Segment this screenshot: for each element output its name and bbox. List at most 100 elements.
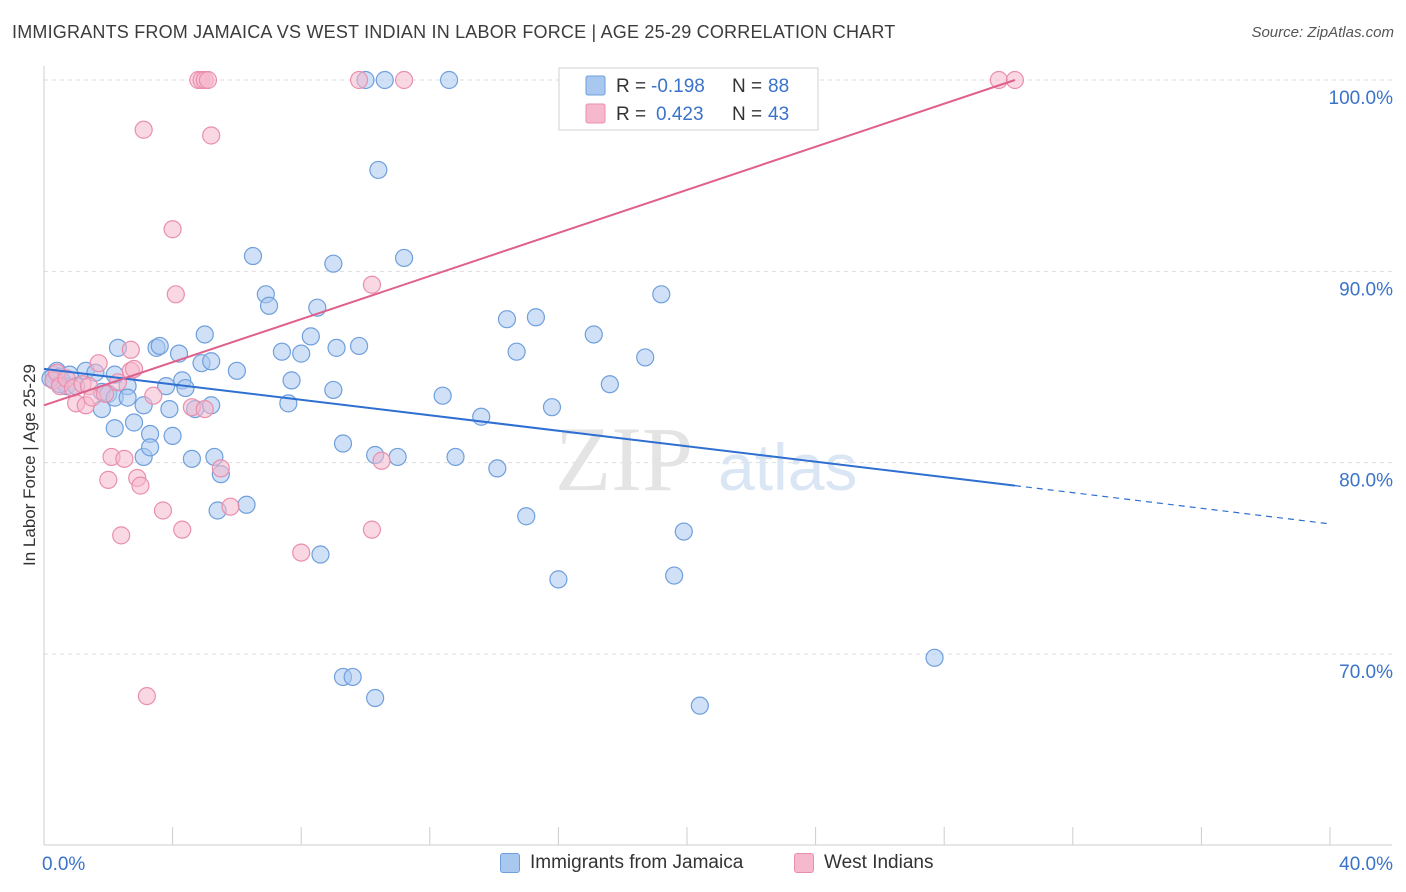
jamaica-point-69 [439,70,459,90]
jamaica-point-55 [324,254,343,273]
y-axis-label: In Labor Force | Age 25-29 [20,364,39,566]
series-west-indians-points [44,70,1025,706]
west-indians-point-25 [153,501,173,520]
west-indians-point-18 [121,340,140,359]
series-jamaica-points [41,70,944,715]
west-indians-point-23 [144,386,163,405]
west-indians-point-34 [198,70,218,90]
trendline-west-indians [43,79,1016,407]
jamaica-point-29 [160,399,179,419]
x-tick-label-0: 0.0% [42,854,85,875]
axes [43,66,1392,846]
jamaica-point-52 [301,327,320,346]
y-tick-labels: 70.0% 80.0% 90.0% 100.0% [1329,88,1394,683]
watermark-zip: ZIP [555,408,693,510]
jamaica-point-71 [446,447,465,467]
jamaica-point-27 [150,336,169,356]
jamaica-point-30 [163,426,182,445]
jamaica-point-21 [124,413,144,432]
jamaica-point-48 [272,342,292,361]
jamaica-point-86 [690,696,709,715]
jamaica-point-45 [243,246,263,266]
west-indians-point-40 [362,275,382,294]
stats-legend: R = -0.198 N = 88 R = 0.423 N = 43 [558,67,819,131]
jamaica-point-70 [433,386,452,405]
west-indians-point-22 [134,120,153,139]
west-indians-point-15 [112,526,131,545]
jamaica-point-58 [333,434,353,453]
jamaica-point-65 [369,160,388,180]
source-credit: Source: ZipAtlas.com [1251,24,1394,41]
legend-swatch-blue [585,75,606,96]
west-indians-point-24 [137,686,156,706]
jamaica-point-76 [517,507,536,526]
west-indians-point-43 [394,70,414,90]
jamaica-point-83 [652,285,671,304]
jamaica-point-43 [227,361,246,380]
y-tick-label-70: 70.0% [1339,662,1393,683]
trendline-jamaica-extension [1014,485,1331,525]
gridlines [44,79,1392,655]
west-indians-point-12 [99,470,118,489]
jamaica-point-81 [600,375,619,394]
west-indians-point-39 [349,70,369,90]
legend-swatch-pink [585,103,606,124]
legend-r-value-2: 0.423 [656,104,704,125]
jamaica-point-67 [394,248,414,268]
jamaica-point-57 [324,380,343,400]
jamaica-point-28 [157,377,176,396]
watermark: ZIP atlas [555,408,857,510]
west-indians-point-26 [163,220,182,239]
jamaica-point-73 [488,459,507,478]
trendline-jamaica [43,367,1016,487]
jamaica-point-61 [349,336,369,356]
bottom-legend: Immigrants from Jamaica West Indians [0,848,1406,882]
y-tick-label-90: 90.0% [1339,279,1393,300]
jamaica-point-17 [105,419,124,438]
x-tick-labels: 0.0% 40.0% [42,854,1393,875]
watermark-atlas: atlas [718,430,857,504]
legend-n-label-2: N = [732,104,762,125]
jamaica-point-51 [292,344,311,363]
jamaica-point-44 [237,495,256,514]
legend-item-west-indians: West Indians [794,852,933,874]
legend-n-label-1: N = [732,76,762,97]
y-tick-label-100: 100.0% [1329,88,1394,109]
jamaica-point-74 [497,310,517,329]
legend-item-jamaica: Immigrants from Jamaica [500,852,743,874]
jamaica-point-75 [507,342,526,361]
west-indians-point-28 [173,520,192,539]
jamaica-point-66 [375,70,394,90]
legend-label-west-indians: West Indians [824,852,934,873]
jamaica-point-77 [526,308,545,327]
west-indians-point-41 [362,520,382,539]
legend-swatch-west-indians [794,853,814,873]
jamaica-point-87 [925,648,944,667]
jamaica-point-37 [195,325,214,344]
jamaica-point-79 [549,570,568,589]
jamaica-point-25 [140,438,160,457]
jamaica-point-20 [118,388,137,407]
west-indians-point-21 [131,476,150,495]
trendlines [43,79,1331,525]
jamaica-point-85 [674,522,693,541]
jamaica-point-84 [665,566,684,585]
legend-r-label-1: R = [616,76,646,97]
jamaica-point-47 [259,296,279,315]
y-tick-label-80: 80.0% [1339,471,1393,492]
legend-r-value-1: -0.198 [651,76,705,97]
jamaica-point-33 [176,378,195,398]
jamaica-point-64 [366,688,385,708]
legend-r-label-2: R = [616,104,646,125]
west-indians-point-38 [292,543,311,562]
jamaica-point-80 [584,325,603,344]
legend-n-value-1: 88 [768,76,789,97]
west-indians-point-37 [221,497,240,516]
legend-n-value-2: 43 [768,104,789,125]
jamaica-point-54 [311,545,330,564]
west-indians-point-30 [195,399,214,419]
west-indians-point-16 [115,449,134,468]
chart-title: IMMIGRANTS FROM JAMAICA VS WEST INDIAN I… [12,22,896,42]
west-indians-point-35 [202,126,221,145]
